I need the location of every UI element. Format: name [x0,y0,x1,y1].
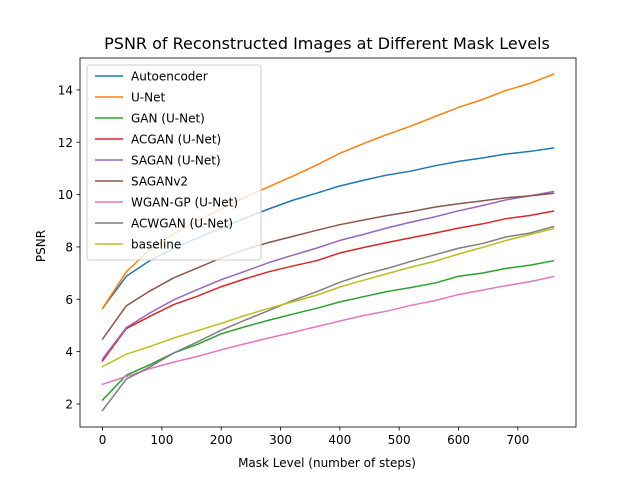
x-tick-label: 300 [269,433,292,447]
legend-label: SAGANv2 [131,175,188,189]
series-line-sagan-u-net [101,190,555,361]
y-tick-label: 6 [65,293,73,307]
x-tick-label: 500 [388,433,411,447]
legend-label: Autoencoder [131,70,208,84]
plot-frame [79,57,577,428]
y-tick-label: 2 [65,397,73,411]
y-tick-label: 4 [65,345,73,359]
series-line-baseline [101,227,555,368]
x-axis-label: Mask Level (number of steps) [238,456,416,470]
legend-box [86,64,262,261]
series-line-wgan-gp-u-net [101,275,555,386]
y-tick-label: 10 [58,188,73,202]
legend-label: SAGAN (U-Net) [131,154,221,168]
y-axis-label: PSNR [34,230,48,262]
legend-label: ACWGAN (U-Net) [131,217,233,231]
x-tick-label: 100 [150,433,173,447]
series-line-acwgan-u-net [101,225,555,412]
legend-label: GAN (U-Net) [131,112,205,126]
legend-label: ACGAN (U-Net) [131,133,221,147]
x-tick-label: 0 [99,433,107,447]
chart-title: PSNR of Reconstructed Images at Differen… [104,34,550,53]
x-tick-label: 700 [506,433,529,447]
series-line-saganv2 [101,192,555,341]
legend-label: WGAN-GP (U-Net) [131,196,238,210]
y-tick-label: 12 [58,136,73,150]
y-tick-label: 14 [58,83,73,97]
x-tick-label: 400 [328,433,351,447]
x-tick-label: 200 [210,433,233,447]
x-tick-label: 600 [447,433,470,447]
legend-label: U-Net [131,91,165,105]
y-tick-label: 8 [65,240,73,254]
series-line-acgan-u-net [101,210,555,362]
legend-label: baseline [131,238,181,252]
